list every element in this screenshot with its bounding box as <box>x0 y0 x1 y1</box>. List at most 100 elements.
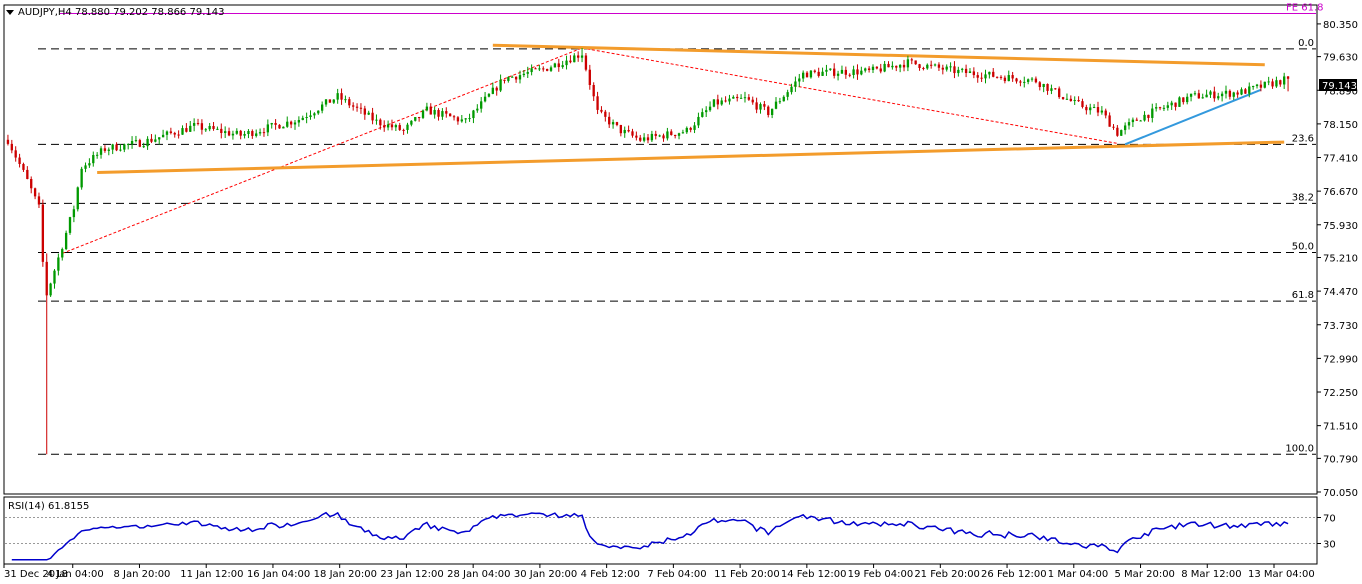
candle-body[interactable] <box>941 67 944 70</box>
candle-body[interactable] <box>262 132 266 134</box>
candle-body[interactable] <box>867 68 871 71</box>
candle-body[interactable] <box>185 128 188 132</box>
candle-body[interactable] <box>891 65 894 68</box>
candle-body[interactable] <box>414 117 417 121</box>
candle-body[interactable] <box>468 118 471 120</box>
candle-body[interactable] <box>390 124 394 128</box>
trendline-resistance[interactable] <box>492 43 1265 67</box>
candle-body[interactable] <box>1236 92 1239 95</box>
candle-body[interactable] <box>231 133 235 136</box>
candle-body[interactable] <box>906 59 910 68</box>
candle-body[interactable] <box>297 119 301 123</box>
candle-body[interactable] <box>1050 88 1053 91</box>
candle-body[interactable] <box>701 112 704 117</box>
candle-body[interactable] <box>41 204 45 262</box>
candle-body[interactable] <box>301 117 304 120</box>
candle-body[interactable] <box>786 92 789 97</box>
candle-body[interactable] <box>355 106 359 108</box>
candle-body[interactable] <box>1251 86 1255 88</box>
candle-body[interactable] <box>146 138 149 147</box>
candle-body[interactable] <box>441 111 444 117</box>
candle-body[interactable] <box>309 115 312 118</box>
candle-body[interactable] <box>227 131 231 136</box>
candle-body[interactable] <box>1135 119 1138 121</box>
candle-body[interactable] <box>852 69 855 75</box>
candle-body[interactable] <box>530 68 533 73</box>
candle-body[interactable] <box>829 68 832 70</box>
candle-body[interactable] <box>798 78 801 82</box>
candle-body[interactable] <box>165 131 169 135</box>
candle-body[interactable] <box>1085 106 1088 111</box>
candle-body[interactable] <box>348 99 351 106</box>
price-axis[interactable]: 80.350 79.630 78.890 78.150 77.410 76.670 75.9… <box>1317 20 1358 551</box>
candle-body[interactable] <box>794 81 797 87</box>
candle-body[interactable] <box>406 124 409 130</box>
candle-body[interactable] <box>1197 93 1201 99</box>
candle-body[interactable] <box>448 113 452 117</box>
candle-body[interactable] <box>150 138 153 142</box>
candle-body[interactable] <box>1244 89 1247 94</box>
candle-body[interactable] <box>138 140 141 147</box>
candle-body[interactable] <box>728 98 731 102</box>
candle-body[interactable] <box>88 163 91 166</box>
candle-body[interactable] <box>1011 75 1014 79</box>
candle-body[interactable] <box>37 196 41 205</box>
candle-body[interactable] <box>429 106 432 115</box>
candle-body[interactable] <box>968 71 972 74</box>
candle-body[interactable] <box>111 144 114 150</box>
candle-body[interactable] <box>1255 84 1259 87</box>
candle-body[interactable] <box>1228 90 1232 97</box>
candle-body[interactable] <box>1058 88 1061 98</box>
candle-body[interactable] <box>755 102 758 110</box>
candle-body[interactable] <box>724 100 727 102</box>
candle-body[interactable] <box>864 68 867 71</box>
candle-body[interactable] <box>247 131 250 135</box>
candle-body[interactable] <box>1108 115 1111 127</box>
candle-body[interactable] <box>1178 97 1181 107</box>
candle-body[interactable] <box>573 55 576 63</box>
candle-body[interactable] <box>712 99 716 107</box>
candle-body[interactable] <box>1259 84 1263 88</box>
candle-body[interactable] <box>608 116 611 125</box>
candle-body[interactable] <box>716 99 719 105</box>
candle-body[interactable] <box>898 64 902 68</box>
candle-body[interactable] <box>1162 107 1166 109</box>
candle-body[interactable] <box>604 111 607 117</box>
candle-body[interactable] <box>514 76 518 80</box>
candle-body[interactable] <box>196 123 200 125</box>
candle-body[interactable] <box>127 144 130 146</box>
candle-body[interactable] <box>68 217 72 233</box>
candle-body[interactable] <box>1034 78 1038 83</box>
candle-body[interactable] <box>1096 107 1100 113</box>
candle-body[interactable] <box>72 209 76 218</box>
candle-body[interactable] <box>99 148 103 155</box>
candle-body[interactable] <box>666 131 669 139</box>
candle-body[interactable] <box>673 134 677 136</box>
candle-body[interactable] <box>487 93 491 97</box>
candle-body[interactable] <box>705 110 708 113</box>
candle-body[interactable] <box>646 137 650 141</box>
candle-body[interactable] <box>658 135 661 137</box>
candle-body[interactable] <box>289 121 293 125</box>
candle-body[interactable] <box>491 87 494 94</box>
candle-body[interactable] <box>836 73 840 76</box>
candle-body[interactable] <box>1100 110 1104 113</box>
candle-body[interactable] <box>743 97 747 99</box>
candle-body[interactable] <box>363 108 366 115</box>
candle-body[interactable] <box>883 63 886 72</box>
candle-body[interactable] <box>1042 83 1045 88</box>
candle-body[interactable] <box>61 249 64 258</box>
candle-body[interactable] <box>569 60 572 63</box>
candle-body[interactable] <box>545 68 549 71</box>
candle-body[interactable] <box>538 68 541 70</box>
candle-body[interactable] <box>1081 101 1084 107</box>
candle-body[interactable] <box>697 116 700 126</box>
candle-body[interactable] <box>534 68 537 70</box>
candle-body[interactable] <box>1120 130 1123 136</box>
candle-body[interactable] <box>26 169 29 179</box>
candle-body[interactable] <box>495 87 498 91</box>
candle-body[interactable] <box>561 65 564 68</box>
candle-body[interactable] <box>782 96 785 102</box>
candle-body[interactable] <box>565 60 568 66</box>
